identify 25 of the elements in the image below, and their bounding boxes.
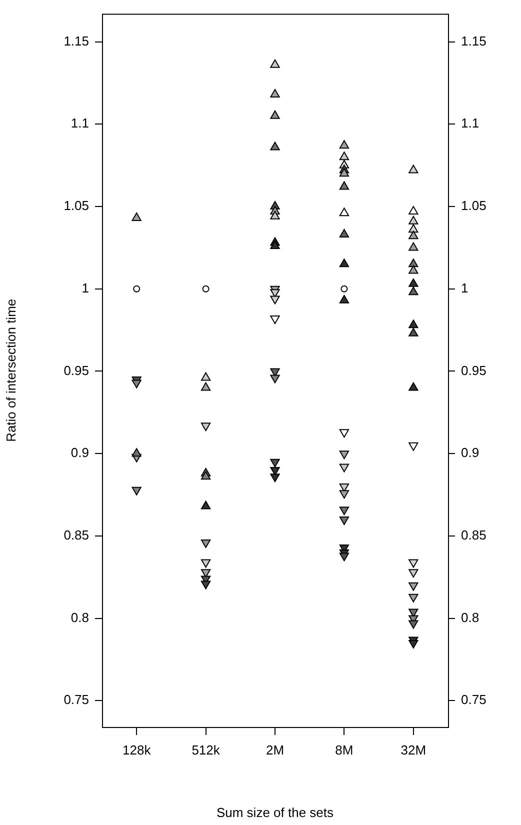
y2-tick-label: 1: [461, 280, 468, 296]
y-axis-title: Ratio of intersection time: [3, 298, 18, 442]
y-tick-label: 1: [82, 280, 89, 296]
x-tick-label: 32M: [400, 742, 426, 758]
y-tick-label: 0.75: [64, 692, 89, 708]
x-tick-label: 2M: [266, 742, 284, 758]
x-tick-label: 8M: [335, 742, 354, 758]
y-tick-label: 1.1: [70, 116, 89, 131]
y2-tick-label: 1.1: [461, 116, 480, 131]
x-axis-title: Sum size of the sets: [216, 804, 334, 820]
x-tick-label: 512k: [192, 742, 220, 758]
y-tick-label: 0.85: [64, 528, 89, 543]
y2-tick-label: 0.75: [461, 692, 486, 708]
y-tick-label: 0.9: [70, 445, 89, 460]
y-tick-label: 0.95: [64, 362, 89, 378]
y2-tick-label: 0.8: [461, 610, 480, 625]
y2-tick-label: 0.9: [461, 445, 480, 460]
y2-tick-label: 1.05: [461, 198, 486, 214]
x-tick-label: 128k: [122, 742, 152, 758]
y-tick-label: 1.15: [64, 33, 89, 48]
y2-tick-label: 1.15: [461, 33, 486, 48]
y-tick-label: 0.8: [70, 610, 89, 625]
y2-tick-label: 0.85: [461, 528, 486, 543]
y-tick-label: 1.05: [64, 198, 89, 214]
y2-tick-label: 0.95: [461, 362, 486, 378]
